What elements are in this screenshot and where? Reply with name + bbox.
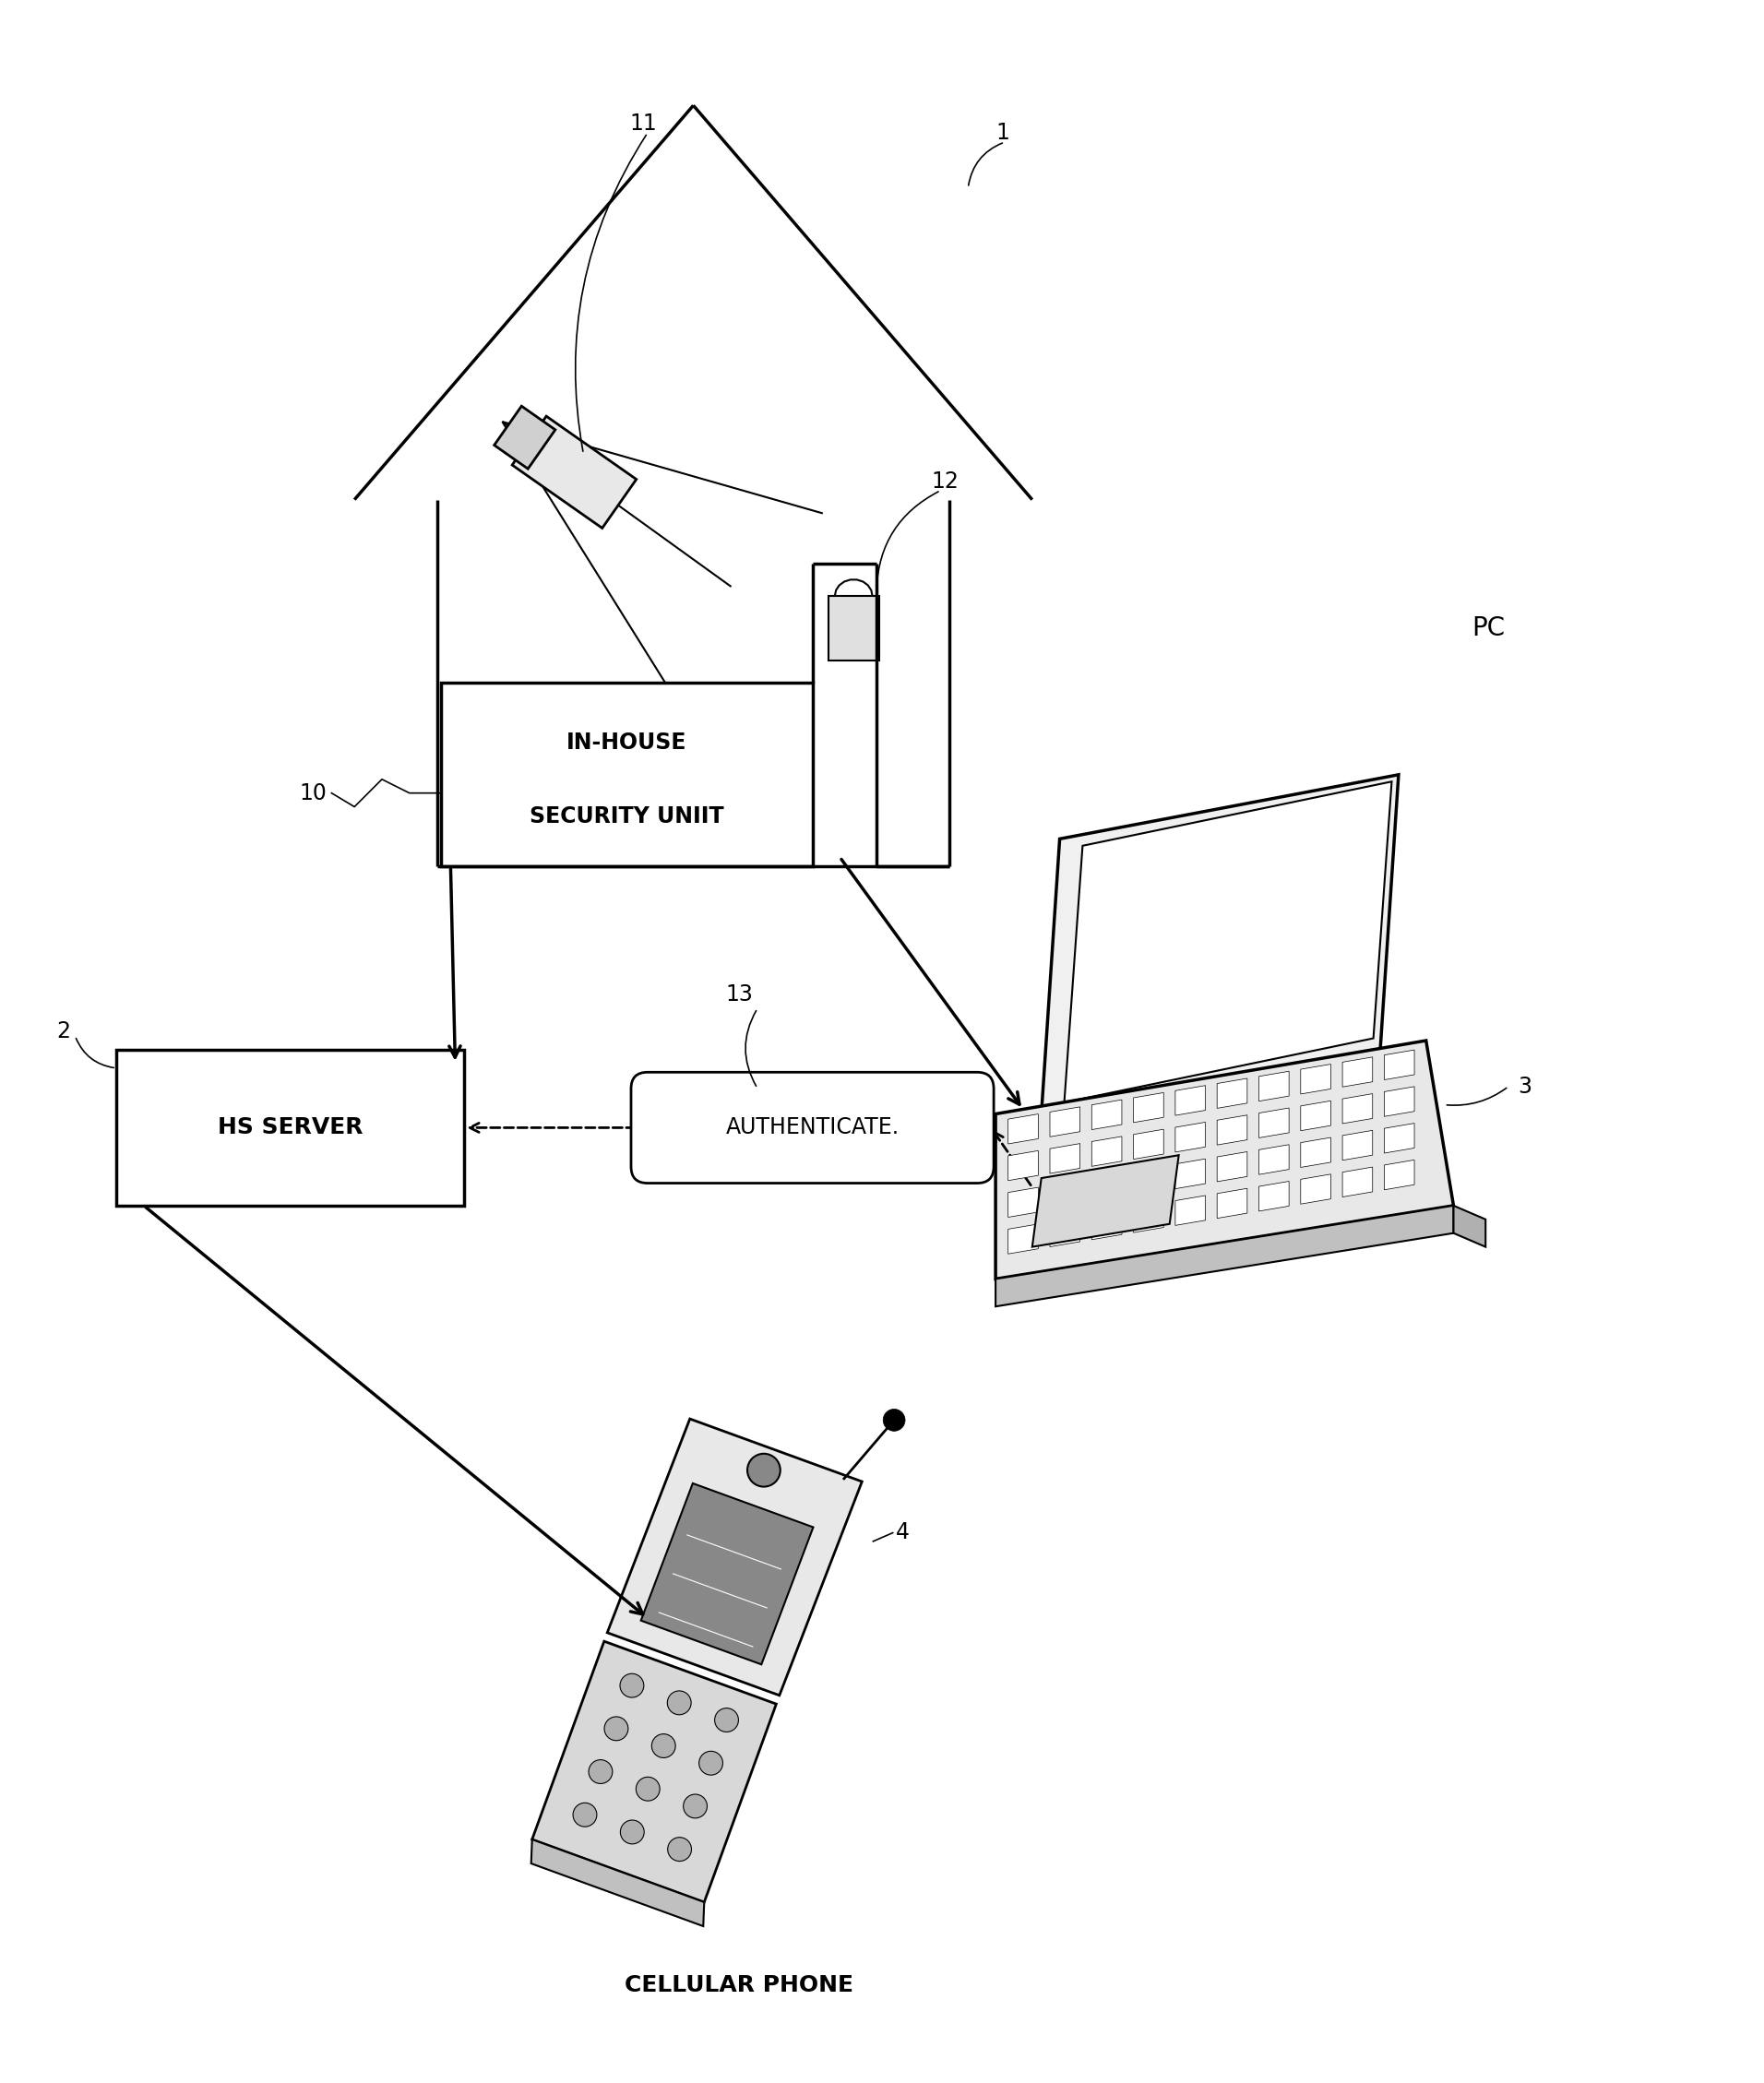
Polygon shape bbox=[1342, 1131, 1372, 1160]
Polygon shape bbox=[1259, 1181, 1289, 1210]
Circle shape bbox=[589, 1760, 612, 1783]
Polygon shape bbox=[1092, 1100, 1122, 1129]
Text: AUTHENTICATE.: AUTHENTICATE. bbox=[725, 1116, 900, 1139]
Circle shape bbox=[573, 1804, 596, 1827]
Polygon shape bbox=[1050, 1216, 1080, 1248]
Circle shape bbox=[884, 1408, 905, 1431]
Circle shape bbox=[699, 1752, 723, 1775]
Polygon shape bbox=[1092, 1137, 1122, 1166]
Polygon shape bbox=[1007, 1187, 1039, 1216]
Polygon shape bbox=[1300, 1064, 1330, 1094]
FancyBboxPatch shape bbox=[632, 1073, 993, 1183]
Circle shape bbox=[748, 1454, 780, 1487]
Circle shape bbox=[637, 1777, 660, 1802]
Polygon shape bbox=[1175, 1085, 1205, 1114]
Text: 3: 3 bbox=[1517, 1075, 1531, 1098]
Polygon shape bbox=[1041, 775, 1399, 1114]
Polygon shape bbox=[1007, 1150, 1039, 1181]
Polygon shape bbox=[1175, 1158, 1205, 1189]
Polygon shape bbox=[1032, 1156, 1178, 1248]
Polygon shape bbox=[533, 1641, 776, 1902]
Polygon shape bbox=[1385, 1123, 1415, 1154]
Polygon shape bbox=[1050, 1181, 1080, 1210]
Text: 11: 11 bbox=[630, 112, 656, 135]
Text: 2: 2 bbox=[56, 1021, 71, 1042]
Polygon shape bbox=[995, 1042, 1454, 1279]
Text: IN-HOUSE: IN-HOUSE bbox=[566, 731, 688, 754]
Polygon shape bbox=[441, 683, 813, 867]
Polygon shape bbox=[1064, 781, 1392, 1102]
Polygon shape bbox=[1342, 1056, 1372, 1087]
Polygon shape bbox=[1385, 1087, 1415, 1116]
Polygon shape bbox=[829, 596, 878, 660]
Polygon shape bbox=[1175, 1196, 1205, 1225]
Text: PC: PC bbox=[1471, 614, 1505, 642]
Polygon shape bbox=[1134, 1202, 1164, 1233]
Polygon shape bbox=[1092, 1210, 1122, 1239]
Polygon shape bbox=[1050, 1144, 1080, 1173]
Polygon shape bbox=[1092, 1173, 1122, 1204]
Polygon shape bbox=[1259, 1108, 1289, 1137]
Polygon shape bbox=[1300, 1175, 1330, 1204]
Polygon shape bbox=[1217, 1189, 1247, 1219]
Polygon shape bbox=[1217, 1152, 1247, 1181]
Polygon shape bbox=[1007, 1225, 1039, 1254]
Text: 10: 10 bbox=[300, 781, 326, 804]
Polygon shape bbox=[1175, 1123, 1205, 1152]
Circle shape bbox=[667, 1691, 691, 1714]
Circle shape bbox=[619, 1673, 644, 1698]
Polygon shape bbox=[640, 1483, 813, 1664]
Text: 4: 4 bbox=[896, 1521, 908, 1544]
Polygon shape bbox=[1217, 1114, 1247, 1146]
Polygon shape bbox=[1385, 1160, 1415, 1189]
Circle shape bbox=[651, 1733, 676, 1758]
Polygon shape bbox=[494, 406, 556, 469]
Polygon shape bbox=[1134, 1094, 1164, 1123]
Text: 13: 13 bbox=[725, 983, 753, 1006]
Circle shape bbox=[621, 1821, 644, 1843]
Polygon shape bbox=[1134, 1166, 1164, 1196]
Polygon shape bbox=[1050, 1106, 1080, 1137]
Polygon shape bbox=[1342, 1094, 1372, 1123]
Text: 12: 12 bbox=[931, 471, 960, 492]
Polygon shape bbox=[1385, 1050, 1415, 1079]
Polygon shape bbox=[1259, 1146, 1289, 1175]
Polygon shape bbox=[531, 1839, 704, 1927]
Polygon shape bbox=[607, 1419, 863, 1696]
Circle shape bbox=[667, 1837, 691, 1862]
Text: CELLULAR PHONE: CELLULAR PHONE bbox=[624, 1975, 854, 1996]
Polygon shape bbox=[1300, 1137, 1330, 1166]
Text: HS SERVER: HS SERVER bbox=[217, 1116, 363, 1139]
Polygon shape bbox=[512, 417, 637, 529]
Polygon shape bbox=[1342, 1166, 1372, 1198]
Polygon shape bbox=[1134, 1129, 1164, 1160]
Polygon shape bbox=[116, 1050, 464, 1206]
Polygon shape bbox=[1217, 1079, 1247, 1108]
Polygon shape bbox=[1259, 1071, 1289, 1102]
Polygon shape bbox=[1300, 1100, 1330, 1131]
Polygon shape bbox=[1454, 1206, 1485, 1248]
Text: 1: 1 bbox=[995, 123, 1009, 144]
Polygon shape bbox=[995, 1206, 1454, 1306]
Circle shape bbox=[714, 1708, 739, 1731]
Text: SECURITY UNIIT: SECURITY UNIIT bbox=[529, 804, 723, 827]
Circle shape bbox=[605, 1716, 628, 1741]
Polygon shape bbox=[1007, 1114, 1039, 1144]
Circle shape bbox=[683, 1793, 707, 1818]
